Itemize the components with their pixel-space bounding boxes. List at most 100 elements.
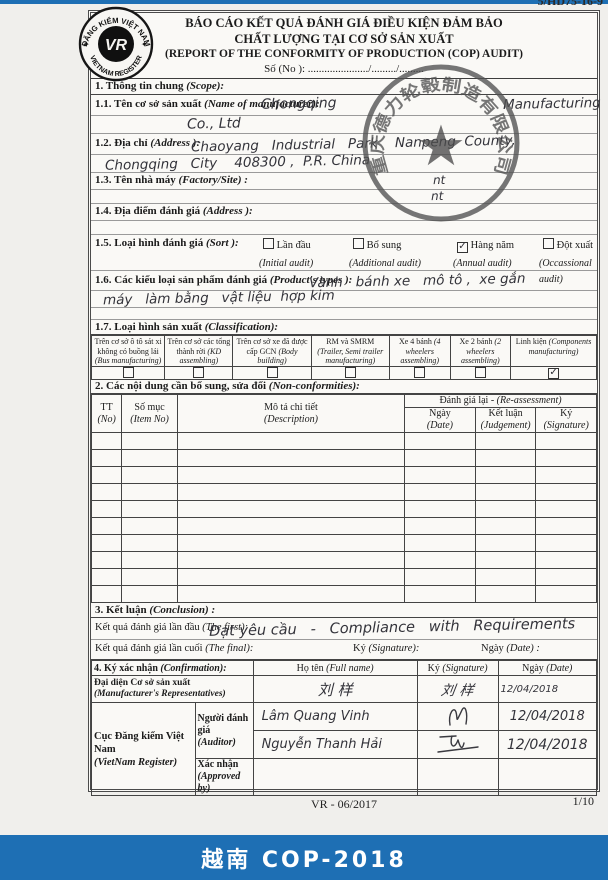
rep-name-handwriting: 刘 样 <box>252 675 418 703</box>
classification-header-row: Trên cơ sở ô tô sát xi không có buồng lá… <box>90 335 597 367</box>
nc-col-vi: Ngày <box>429 408 451 420</box>
col-date: Ngày (Date) <box>497 660 597 676</box>
classification-col-en: (Bus manufacturing) <box>94 356 162 365</box>
checkbox-kd-assembling[interactable] <box>193 366 205 378</box>
classification-col-en: (KD assembling) <box>179 346 222 366</box>
nc-col-sign: Ký (Signature) <box>535 407 597 433</box>
field-1-1-line2: Co., Ltd <box>91 115 597 134</box>
nc-empty-row <box>90 449 597 467</box>
address-handwriting-line2: Chongqing City 408300 , P.R. China <box>104 152 371 174</box>
nc-empty-row <box>90 517 597 535</box>
field-1-5-label-vi: 1.5. Loại hình đánh giá <box>95 237 206 249</box>
nc-empty-row <box>90 568 597 586</box>
approved-date-cell <box>497 758 597 796</box>
auditor2-name-handwriting: Nguyễn Thanh Hải <box>252 730 418 759</box>
section4-heading-cell: 4. Ký xác nhận (Confirmation): <box>91 660 254 676</box>
approved-by-row: Xác nhận (Approved by) <box>92 758 597 796</box>
classification-col-en: (Components manufacturing) <box>528 337 592 356</box>
nc-empty-cell <box>121 551 178 569</box>
vr-label-vi: Cục Đăng kiểm Việt Nam <box>94 730 185 755</box>
field-1-6: 1.6. Các kiểu loại sản phẩm đánh giá (Pr… <box>91 271 597 291</box>
checkbox-body-building[interactable] <box>266 366 278 378</box>
nc-col-vi: Kết luận <box>488 408 523 420</box>
nc-col-en: (Judgement) <box>480 420 531 431</box>
field-1-4: 1.4. Địa điểm đánh giá (Address ): <box>91 204 597 221</box>
signature-scribble-icon <box>436 735 479 753</box>
col-signature: Ký (Signature) <box>416 660 499 676</box>
manufacturer-name-handwriting-c: Co., Ltd <box>186 115 242 133</box>
nc-empty-cell <box>121 500 178 518</box>
classification-cb-cell <box>449 365 512 380</box>
title-line-2: CHẤT LƯỢNG TẠI CƠ SỞ SẢN XUẤT <box>234 32 454 46</box>
nc-col-en: (No) <box>97 413 116 425</box>
nc-empty-cell <box>90 449 123 467</box>
col-vi: Ngày <box>522 662 547 674</box>
field-1-1-label-vi: 1.1. Tên cơ sở sản xuất <box>95 98 205 110</box>
nc-empty-cell <box>176 568 406 586</box>
field-1-4-label-vi: 1.4. Địa điểm đánh giá <box>95 205 203 217</box>
nc-empty-cell <box>474 500 537 518</box>
section1-heading-vi: 1. Thông tin chung <box>95 80 187 92</box>
approved-label-vi: Xác nhận <box>197 759 239 771</box>
sort-option-occasional: Đột xuất (Occassional audit) <box>539 238 597 288</box>
nc-empty-cell <box>474 568 537 586</box>
col-full-name: Họ tên (Full name) <box>252 660 418 676</box>
checkbox-annual-audit[interactable]: ✓ <box>457 242 468 253</box>
field-1-7-label-en: (Classification): <box>204 321 279 333</box>
sort-option-label-vi: Bổ sung <box>366 240 402 251</box>
field-1-6-line2: máy làm bằng vật liệu hợp kim <box>91 288 597 308</box>
nc-empty-cell <box>474 483 537 501</box>
nc-empty-cell <box>474 466 537 484</box>
form-header: BÁO CÁO KẾT QUẢ ĐÁNH GIÁ ĐIỀU KIỆN ĐẢM B… <box>91 13 597 79</box>
auditor-row-2: Nguyễn Thanh Hải 12/04/2018 <box>92 730 597 759</box>
nc-group-en: (Re-assessment) <box>496 395 562 407</box>
checkbox-additional-audit[interactable] <box>353 238 364 249</box>
checkbox-trailer[interactable] <box>344 366 356 378</box>
nc-empty-cell <box>474 534 537 552</box>
final-sign-label-vi: Ký <box>353 643 369 654</box>
checkbox-4-wheelers[interactable] <box>414 366 426 378</box>
nc-empty-cell <box>121 568 178 586</box>
nc-empty-cell <box>404 517 476 535</box>
final-sign-label-en: (Signature): <box>368 643 420 654</box>
checkbox-bus-manufacturing[interactable] <box>122 366 134 378</box>
nc-col-en: (Item No) <box>130 413 169 425</box>
conclusion-handwriting: Đạt yêu cầu - Compliance with Requiremen… <box>208 616 576 640</box>
logo-star-right-icon: ✦ <box>141 40 148 49</box>
logo-monogram: VR <box>105 37 128 54</box>
title-line-1: BÁO CÁO KẾT QUẢ ĐÁNH GIÁ ĐIỀU KIỆN ĐẢM B… <box>185 16 503 30</box>
classification-col: Xe 4 bánh (4 wheelers assembling) <box>388 335 451 367</box>
nc-empty-row <box>90 551 597 569</box>
field-1-6-ruled-line <box>91 308 597 320</box>
sort-option-additional: Bổ sung (Additional audit) <box>349 238 421 272</box>
nc-empty-row <box>90 534 597 552</box>
checkbox-initial-audit[interactable] <box>263 238 274 249</box>
classification-col: Linh kiện (Components manufacturing) <box>510 335 597 367</box>
checkbox-components[interactable]: ✓ <box>548 366 560 379</box>
nc-empty-cell <box>404 466 476 484</box>
checkbox-mark: ✓ <box>549 366 558 378</box>
nc-empty-cell <box>90 585 123 603</box>
nc-empty-cell <box>176 432 406 450</box>
classification-table: Trên cơ sở ô tô sát xi không có buồng lá… <box>90 335 597 380</box>
nc-empty-row <box>90 432 597 450</box>
nc-empty-cell <box>176 585 406 603</box>
nc-empty-cell <box>176 517 406 535</box>
sort-option-label-en: (Initial audit) <box>259 258 314 269</box>
field-1-7-label-vi: 1.7. Loại hình sản xuất <box>95 321 205 333</box>
nc-empty-cell <box>90 517 123 535</box>
nc-empty-cell <box>404 483 476 501</box>
field-1-2-label-vi: 1.2. Địa chỉ <box>95 137 151 149</box>
classification-col: Trên cơ sở xe đã được cấp GCN (Body buil… <box>232 335 312 367</box>
nc-empty-cell <box>121 449 178 467</box>
classification-col: RM và SMRM (Trailer, Semi trailer manufa… <box>310 335 390 367</box>
nc-empty-cell <box>474 432 537 450</box>
nc-col-judge: Kết luận (Judgement) <box>474 407 537 433</box>
checkbox-occasional-audit[interactable] <box>543 238 554 249</box>
nc-empty-cell <box>404 534 476 552</box>
nc-empty-cell <box>474 585 537 603</box>
section2-heading-en: (Non-conformities): <box>268 380 360 392</box>
section4-heading-en: (Confirmation): <box>160 662 227 674</box>
signature-scribble-icon <box>448 707 467 726</box>
checkbox-2-wheelers[interactable] <box>474 366 486 378</box>
